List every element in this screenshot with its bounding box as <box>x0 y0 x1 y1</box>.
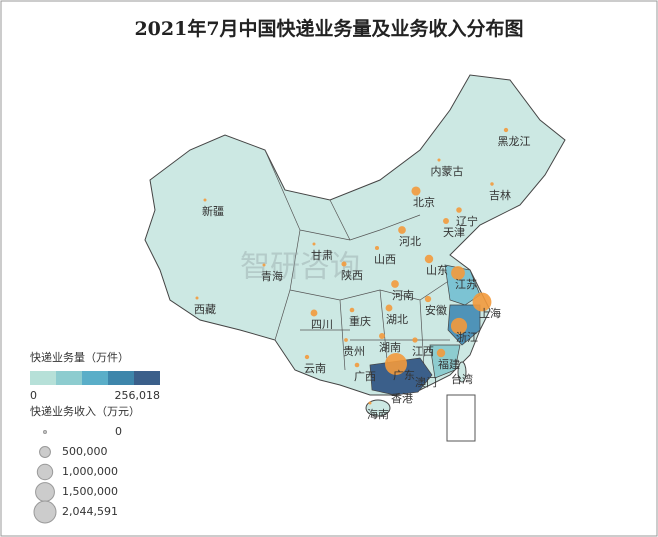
region-label: 黑龙江 <box>498 135 531 148</box>
size-legend-label: 1,000,000 <box>62 465 118 478</box>
revenue-bubble <box>385 304 393 312</box>
size-legend-circle <box>35 482 55 502</box>
region-label: 辽宁 <box>456 214 478 228</box>
revenue-bubble <box>354 362 360 368</box>
region-label: 湖南 <box>379 341 401 354</box>
revenue-bubble <box>374 245 380 251</box>
region-label: 浙江 <box>456 331 478 344</box>
swatch <box>56 371 82 385</box>
region-label: 河南 <box>392 289 414 302</box>
revenue-bubble <box>424 254 434 264</box>
color-legend-label: 0 <box>30 389 37 402</box>
revenue-bubble <box>443 218 449 224</box>
color-legend-title: 快递业务量（万件） <box>30 350 129 364</box>
size-legend-label: 500,000 <box>62 445 108 458</box>
swatch <box>82 371 108 385</box>
color-legend-bar <box>30 371 160 385</box>
region-label: 海南 <box>367 407 389 421</box>
revenue-bubble <box>503 127 509 133</box>
swatch <box>30 371 56 385</box>
revenue-bubble <box>310 309 318 317</box>
size-legend-label: 2,044,591 <box>62 505 118 518</box>
revenue-bubble <box>304 354 310 360</box>
region-label: 贵州 <box>343 345 365 358</box>
region-label: 山东 <box>426 264 448 277</box>
province-borders <box>264 149 451 391</box>
region-label: 广西 <box>354 370 376 383</box>
revenue-bubble <box>312 242 316 246</box>
swatch <box>108 371 134 385</box>
size-legend-circle <box>39 446 51 458</box>
region-label: 台湾 <box>451 372 473 386</box>
revenue-bubble <box>379 333 385 339</box>
revenue-bubble <box>456 207 462 213</box>
size-legend-circle <box>43 430 47 434</box>
region-label: 澳门 <box>415 375 437 389</box>
region-label: 江苏 <box>455 278 477 291</box>
size-legend-circle <box>33 500 57 524</box>
region-label: 吉林 <box>489 188 511 202</box>
region-label: 上海 <box>479 306 501 320</box>
revenue-bubble <box>472 292 492 312</box>
south-sea-inset <box>446 394 476 442</box>
hainan-island <box>365 399 391 417</box>
region-label: 内蒙古 <box>431 164 464 178</box>
revenue-bubble <box>450 317 468 335</box>
revenue-bubble <box>344 338 348 342</box>
revenue-bubble <box>385 353 407 375</box>
size-legend-title: 快递业务收入（万元） <box>30 404 140 418</box>
revenue-bubble <box>368 401 372 405</box>
revenue-bubble <box>451 266 465 280</box>
region-label: 香港 <box>391 392 413 405</box>
revenue-bubble <box>398 226 406 234</box>
region-label: 福建 <box>438 357 460 371</box>
revenue-bubble <box>411 186 421 196</box>
region-label: 四川 <box>311 318 333 331</box>
revenue-bubble <box>262 263 266 267</box>
size-legend-circle <box>36 463 54 481</box>
revenue-bubble <box>490 182 494 186</box>
revenue-bubble <box>412 337 418 343</box>
revenue-bubble <box>424 295 432 303</box>
revenue-bubble <box>349 307 355 313</box>
region-label: 重庆 <box>349 314 371 328</box>
region-label: 西藏 <box>194 303 216 316</box>
region-label: 甘肃 <box>311 249 333 262</box>
color-legend-label: 256,018 <box>115 389 161 402</box>
size-legend-label: 0 <box>115 425 122 438</box>
revenue-bubble <box>436 348 446 358</box>
watermark: 智研咨询 <box>240 250 360 285</box>
taiwan-island <box>457 361 467 383</box>
region-label: 安徽 <box>425 303 447 317</box>
region-label: 河北 <box>399 235 421 248</box>
region-label: 江西 <box>412 345 434 358</box>
revenue-bubble <box>437 158 441 162</box>
region-label: 北京 <box>413 195 435 209</box>
revenue-bubble <box>203 198 207 202</box>
title: 2021年7月中国快递业务量及业务收入分布图 <box>134 17 523 40</box>
region-label: 新疆 <box>202 204 224 218</box>
revenue-bubble <box>341 261 347 267</box>
region-label: 青海 <box>261 269 283 283</box>
revenue-bubble <box>391 280 399 288</box>
region-label: 云南 <box>304 362 326 375</box>
region-label: 天津 <box>443 226 465 239</box>
region-label: 山西 <box>374 253 396 266</box>
swatch <box>134 371 160 385</box>
region-label: 陕西 <box>341 268 363 282</box>
region-label: 湖北 <box>386 313 408 326</box>
size-legend-label: 1,500,000 <box>62 485 118 498</box>
revenue-bubble <box>195 296 199 300</box>
region-label: 广东 <box>393 369 415 382</box>
